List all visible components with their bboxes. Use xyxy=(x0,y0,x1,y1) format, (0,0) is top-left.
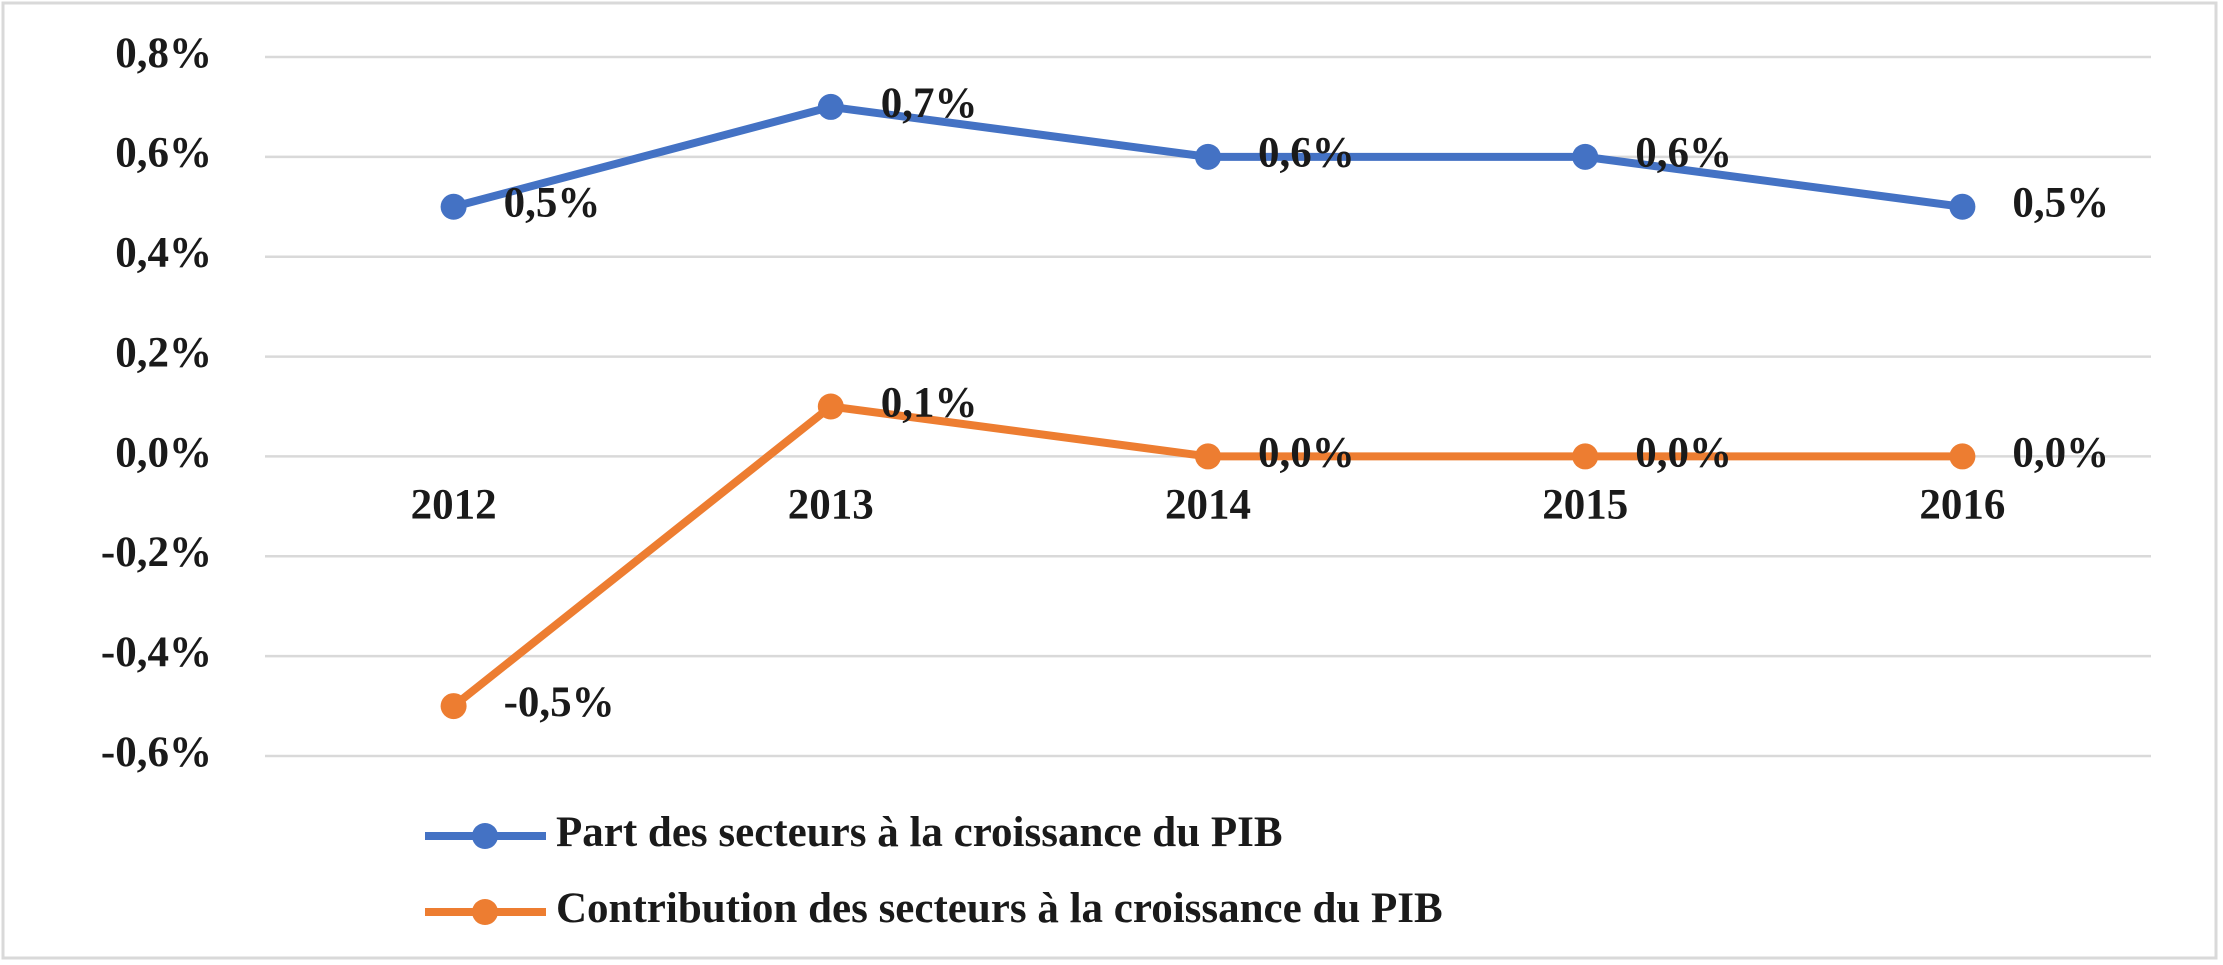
data-label: 0,1% xyxy=(881,379,978,426)
data-point xyxy=(1572,443,1599,470)
data-label: 0,6% xyxy=(1635,130,1732,177)
legend-marker xyxy=(472,823,498,849)
y-tick-label: -0,6% xyxy=(101,729,212,776)
y-tick-label: 0,4% xyxy=(115,230,212,277)
data-point xyxy=(1195,143,1221,170)
y-tick-label: -0,2% xyxy=(101,529,212,576)
legend-marker xyxy=(472,899,498,925)
x-tick-label: 2012 xyxy=(411,481,497,528)
x-tick-label: 2015 xyxy=(1542,481,1628,528)
y-tick-label: 0,6% xyxy=(115,130,212,177)
data-label: 0,0% xyxy=(1635,429,1732,476)
data-point xyxy=(440,193,467,220)
data-point xyxy=(817,93,844,120)
y-tick-label: -0,4% xyxy=(101,629,212,676)
data-label: -0,5% xyxy=(504,679,615,726)
data-label: 0,0% xyxy=(2012,429,2109,476)
data-label: 0,5% xyxy=(504,180,601,227)
data-point xyxy=(817,393,844,420)
data-label: 0,7% xyxy=(881,80,978,127)
y-tick-label: 0,2% xyxy=(115,329,212,376)
legend-label: Part des secteurs à la croissance du PIB xyxy=(556,809,1283,856)
x-tick-label: 2016 xyxy=(1919,481,2005,528)
data-label: 0,6% xyxy=(1258,130,1355,177)
data-label: 0,0% xyxy=(1258,429,1355,476)
data-point xyxy=(440,693,467,720)
y-tick-label: 0,0% xyxy=(115,429,212,476)
data-point xyxy=(1949,443,1976,470)
y-tick-label: 0,8% xyxy=(115,30,212,77)
legend-label: Contribution des secteurs à la croissanc… xyxy=(556,885,1443,932)
x-tick-label: 2013 xyxy=(788,481,874,528)
data-point xyxy=(1195,443,1221,470)
data-point xyxy=(1949,193,1976,220)
x-tick-label: 2014 xyxy=(1165,481,1251,528)
data-point xyxy=(1572,143,1599,170)
data-label: 0,5% xyxy=(2012,180,2109,227)
